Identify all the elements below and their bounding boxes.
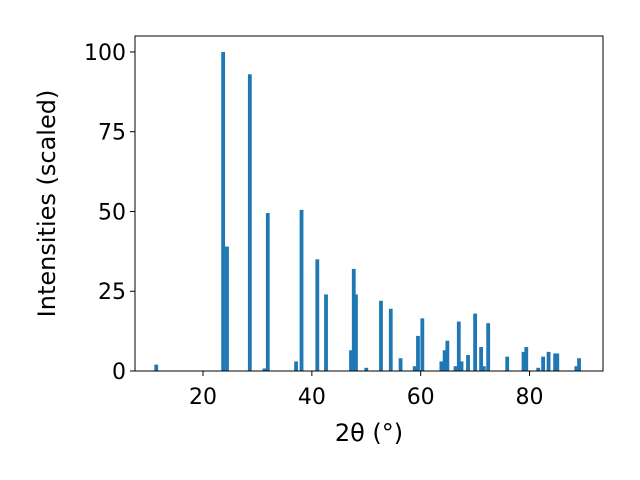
bar [416,335,420,371]
bar [481,366,486,371]
x-tick-label: 80 [516,385,544,410]
bar [521,351,526,371]
x-tick-label: 40 [298,385,326,410]
bar [364,367,369,371]
bar [388,308,393,371]
plot-frame [134,35,604,372]
y-axis-ticks: 0 25 50 75 100 [84,41,135,385]
bar [221,51,226,371]
bar [154,364,159,371]
bar [524,347,529,371]
bar [299,209,304,371]
bar [420,318,425,371]
bar [577,358,581,371]
bar [445,340,450,371]
bar [536,367,541,371]
y-tick-label: 0 [112,360,126,385]
bars-group [154,51,581,372]
bar [294,361,298,371]
bar [225,246,229,371]
bar [541,356,546,371]
y-tick-label: 25 [98,280,126,305]
x-tick-label: 20 [189,385,217,410]
bar [574,366,579,371]
bar [379,300,383,371]
bar [354,294,358,371]
x-axis-ticks: 20 40 60 80 [189,371,544,410]
x-tick-label: 60 [407,385,435,410]
bar [486,323,491,371]
bar [546,351,551,371]
bar [466,355,470,371]
bar [553,353,558,371]
y-axis-label: Intensities (scaled) [33,90,61,318]
y-tick-label: 75 [98,121,126,146]
y-tick-label: 50 [98,200,126,225]
bar [265,213,270,371]
x-axis-label: 2θ (°) [335,419,403,447]
bar [505,356,510,371]
y-tick-label: 100 [84,41,126,66]
bar [412,366,417,371]
bar [262,368,267,371]
bar [459,361,464,371]
bar [442,350,447,371]
bar [456,321,461,371]
bar [473,313,478,371]
bar [247,74,252,372]
bar [555,353,560,371]
bar [453,366,458,371]
bar [349,350,353,371]
bar [439,361,444,371]
bar [324,294,328,371]
bar [315,259,320,371]
bar [398,358,403,371]
bar [479,347,484,371]
bar [351,268,356,371]
